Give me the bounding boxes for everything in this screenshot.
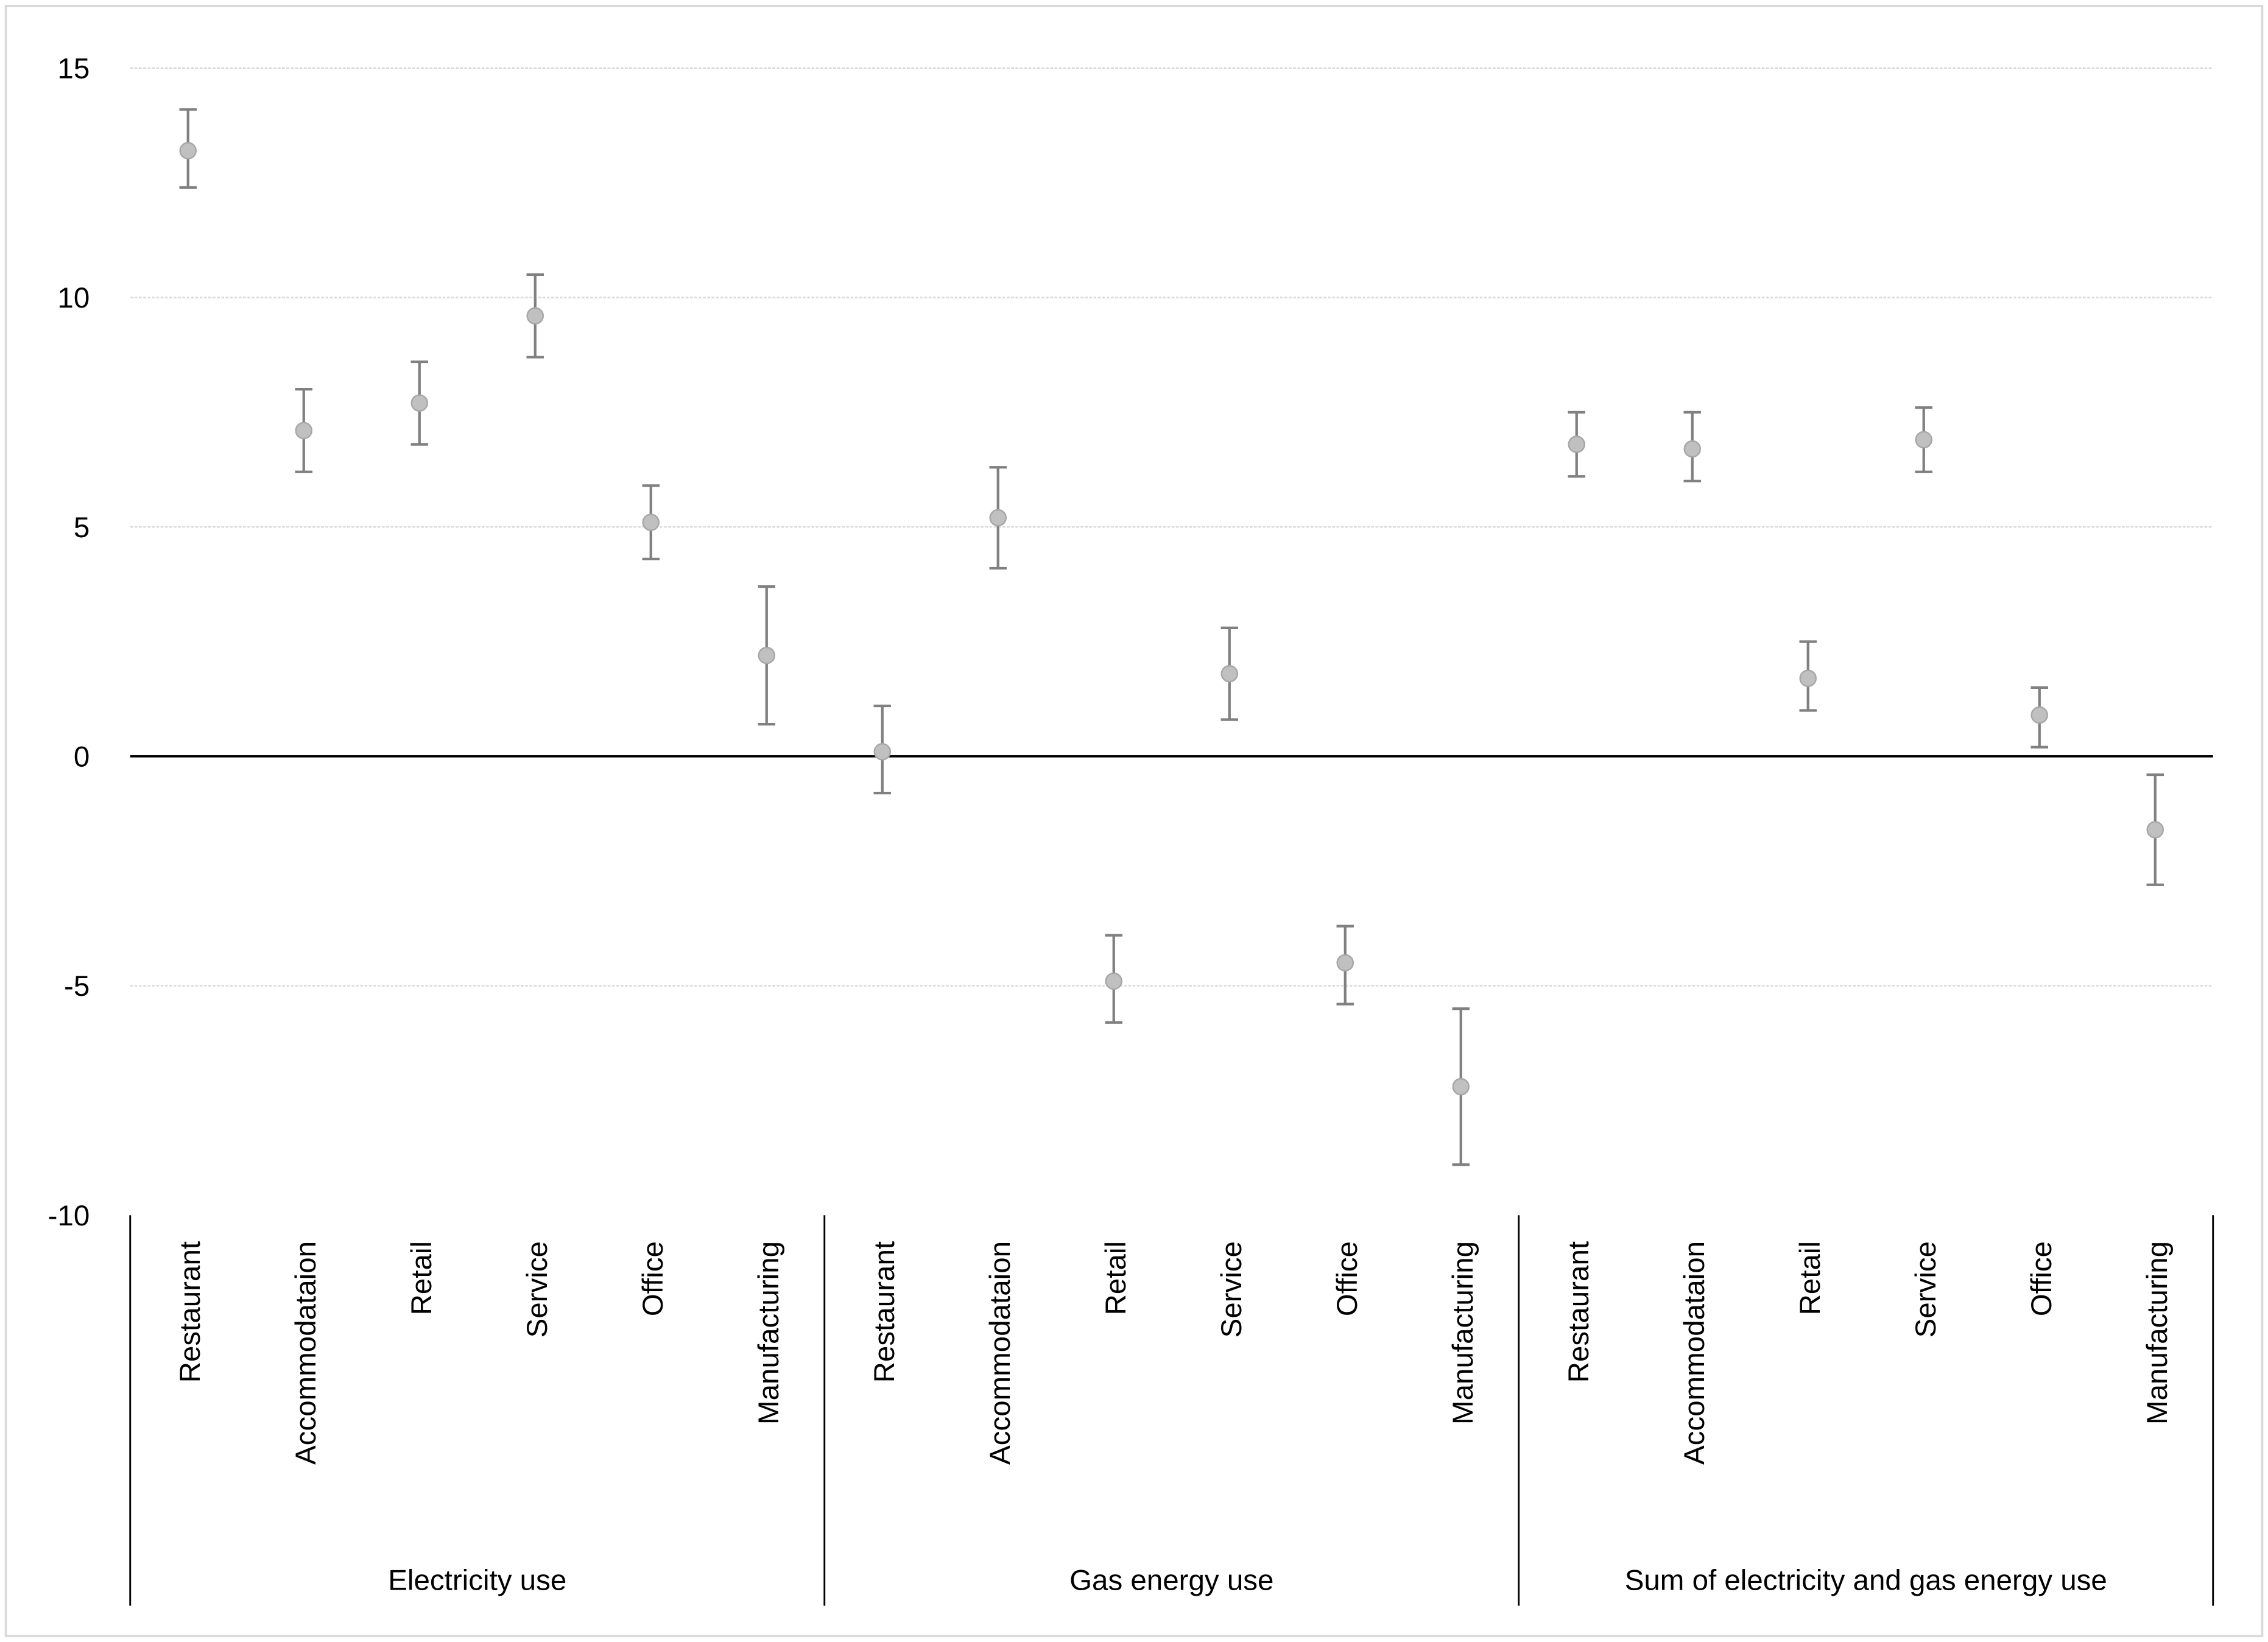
x-category-label: Accommodataion	[1678, 1241, 1711, 1465]
x-category-label: Accommodataion	[984, 1241, 1016, 1465]
x-category-label: Office	[1331, 1241, 1364, 1316]
x-category-label: Manufacturing	[1447, 1241, 1479, 1425]
data-point	[1799, 669, 1817, 688]
gridlines	[130, 67, 2213, 987]
x-category-label: Restaurant	[174, 1241, 206, 1383]
x-category-label: Restaurant	[868, 1241, 901, 1383]
data-points	[179, 108, 2164, 1166]
data-point	[2146, 821, 2164, 839]
data-point	[410, 394, 428, 412]
group-label: Electricity use	[388, 1564, 566, 1596]
group-label: Sum of electricity and gas energy use	[1625, 1564, 2107, 1596]
x-category-label: Service	[521, 1241, 554, 1337]
x-category-label: Manufacturing	[753, 1241, 785, 1425]
x-category-label: Office	[2026, 1241, 2058, 1316]
x-category-label: Retail	[406, 1241, 438, 1315]
x-category-label: Retail	[1100, 1241, 1132, 1315]
chart-border	[4, 4, 2264, 1638]
x-axis: Restaurant Accommodataion Retail Service Off…	[129, 1215, 2214, 1606]
data-point	[295, 421, 312, 440]
y-tick-label: 0	[74, 741, 90, 773]
data-point	[2030, 706, 2048, 724]
x-category-label: Accommodataion	[290, 1241, 322, 1465]
data-point	[1915, 431, 1932, 449]
x-category-label: Manufacturing	[2141, 1241, 2174, 1425]
x-category-label: Service	[1216, 1241, 1248, 1337]
data-point	[1452, 1077, 1470, 1096]
y-tick-label: -10	[48, 1200, 90, 1232]
data-point	[1220, 664, 1238, 683]
x-category-label: Service	[1910, 1241, 1942, 1337]
data-point	[1336, 954, 1354, 972]
data-point	[989, 509, 1007, 527]
data-point	[1568, 435, 1585, 453]
y-axis-ticks: -10 -5 0 5 10 15	[48, 52, 90, 1232]
data-point	[1105, 972, 1122, 990]
y-tick-label: 15	[57, 52, 90, 85]
x-category-label: Retail	[1794, 1241, 1826, 1315]
y-tick-label: -5	[64, 970, 90, 1002]
data-point	[873, 743, 891, 761]
y-tick-label: 5	[74, 512, 90, 544]
data-point	[758, 646, 775, 664]
y-tick-label: 10	[57, 282, 90, 314]
x-category-label: Office	[637, 1241, 669, 1316]
data-point	[526, 307, 544, 325]
data-point	[179, 142, 197, 160]
group-label: Gas energy use	[1069, 1564, 1273, 1596]
x-category-label: Restaurant	[1563, 1241, 1595, 1383]
data-point	[1683, 440, 1701, 458]
data-point	[642, 513, 660, 531]
